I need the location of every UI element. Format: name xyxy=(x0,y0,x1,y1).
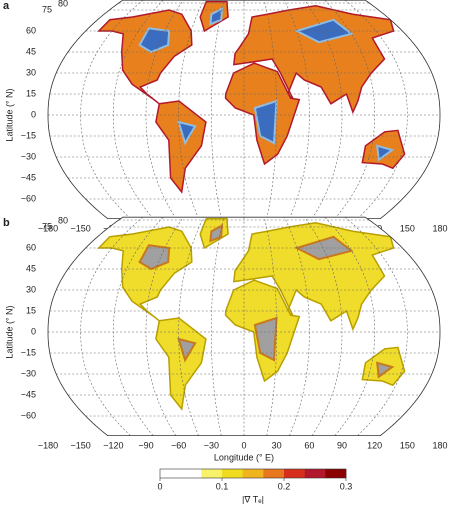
map-outline xyxy=(47,0,441,219)
lat-tick-label: 15 xyxy=(26,305,36,315)
meridian xyxy=(344,217,408,436)
lat-tick-label: 75 xyxy=(42,4,52,14)
lon-tick-label: −120 xyxy=(103,440,123,450)
y-axis-label: Latitude (° N) xyxy=(4,305,14,358)
meridian xyxy=(80,0,144,219)
lat-tick-label: −60 xyxy=(21,193,36,203)
meridian xyxy=(211,217,225,436)
lat-tick-label: 15 xyxy=(26,88,36,98)
colorbar-swatch xyxy=(222,469,243,478)
lon-tick-label: 30 xyxy=(272,440,282,450)
colorbar-swatch xyxy=(160,469,181,478)
x-axis-label: Longitude (° E) xyxy=(214,452,274,462)
land xyxy=(97,217,406,411)
continent-interior xyxy=(138,27,171,54)
colorbar-swatch xyxy=(263,469,285,478)
map-outline xyxy=(47,216,441,436)
lon-tick-label: −30 xyxy=(204,440,219,450)
lon-tick-label: −180 xyxy=(38,440,58,450)
meridian xyxy=(344,0,408,219)
continent-interior xyxy=(209,223,224,243)
lat-tick-label: 80 xyxy=(58,0,68,8)
colorbar-label: |∇ Tₑ| xyxy=(242,494,264,504)
continent-interior xyxy=(177,120,197,146)
meridian xyxy=(145,217,184,436)
colorbar-swatch xyxy=(180,469,202,478)
meridian xyxy=(145,0,184,219)
continent-interior xyxy=(294,18,354,44)
lat-tick-label: 60 xyxy=(26,242,36,252)
lat-tick-label: 75 xyxy=(42,221,52,231)
meridian xyxy=(304,0,343,219)
lon-tick-label: 150 xyxy=(400,223,415,233)
colorbar-tick-label: 0.3 xyxy=(340,481,353,491)
meridian xyxy=(80,217,144,436)
lat-tick-label: 45 xyxy=(26,46,36,56)
colorbar-swatch xyxy=(325,469,347,478)
lat-tick-label: −15 xyxy=(21,347,36,357)
lat-tick-label: −15 xyxy=(21,130,36,140)
meridian xyxy=(263,0,277,219)
lat-tick-label: −60 xyxy=(21,410,36,420)
meridian xyxy=(211,0,225,219)
meridian xyxy=(284,217,310,436)
continent xyxy=(155,100,207,194)
continent-interior xyxy=(253,99,278,145)
continent-interior xyxy=(376,144,395,162)
meridian xyxy=(178,217,204,436)
lat-tick-label: 60 xyxy=(26,25,36,35)
lon-tick-label: 60 xyxy=(304,440,314,450)
continent-interior xyxy=(209,6,224,26)
continent-interior xyxy=(177,337,197,363)
colorbar-swatch xyxy=(284,469,305,478)
lon-tick-label: 90 xyxy=(337,440,347,450)
lon-tick-label: 0 xyxy=(241,440,246,450)
lat-tick-label: −30 xyxy=(21,151,36,161)
lat-tick-label: 30 xyxy=(26,284,36,294)
panel-label: a xyxy=(3,0,10,12)
colorbar-tick-label: 0.1 xyxy=(216,481,229,491)
meridian xyxy=(178,0,204,219)
meridian xyxy=(263,217,277,436)
lat-tick-label: 0 xyxy=(31,326,36,336)
lon-tick-label: 180 xyxy=(432,223,447,233)
land xyxy=(97,0,406,194)
lat-tick-label: −30 xyxy=(21,368,36,378)
continent-interior xyxy=(138,244,171,271)
colorbar-tick-label: 0.2 xyxy=(278,481,291,491)
panel-label: b xyxy=(3,217,10,229)
lon-tick-label: −150 xyxy=(71,440,91,450)
lon-tick-label: 150 xyxy=(400,440,415,450)
meridian xyxy=(304,217,343,436)
lat-tick-label: 45 xyxy=(26,263,36,273)
meridian xyxy=(284,0,310,219)
map-panel: a8075604530150−15−30−45−60−180−150−120−9… xyxy=(3,0,448,287)
lon-tick-label: 180 xyxy=(432,440,447,450)
lon-tick-label: −180 xyxy=(38,223,58,233)
lat-tick-label: −45 xyxy=(21,172,36,182)
continent-interior xyxy=(253,316,278,362)
colorbar-tick-label: 0 xyxy=(157,481,162,491)
lat-tick-label: 30 xyxy=(26,67,36,77)
lat-tick-label: 80 xyxy=(58,215,68,225)
colorbar-frame xyxy=(159,468,347,479)
colorbar-swatch xyxy=(242,469,264,478)
lon-tick-label: −90 xyxy=(138,440,153,450)
lon-tick-label: −60 xyxy=(171,440,186,450)
continent-interior xyxy=(376,361,395,379)
lat-tick-label: 0 xyxy=(31,109,36,119)
lat-tick-label: −45 xyxy=(21,389,36,399)
lon-tick-label: 120 xyxy=(367,440,382,450)
continent-interior xyxy=(294,235,354,261)
continent xyxy=(155,317,207,411)
y-axis-label: Latitude (° N) xyxy=(4,88,14,141)
colorbar-swatch xyxy=(304,469,326,478)
colorbar-swatch xyxy=(201,469,223,478)
lon-tick-label: −150 xyxy=(71,223,91,233)
